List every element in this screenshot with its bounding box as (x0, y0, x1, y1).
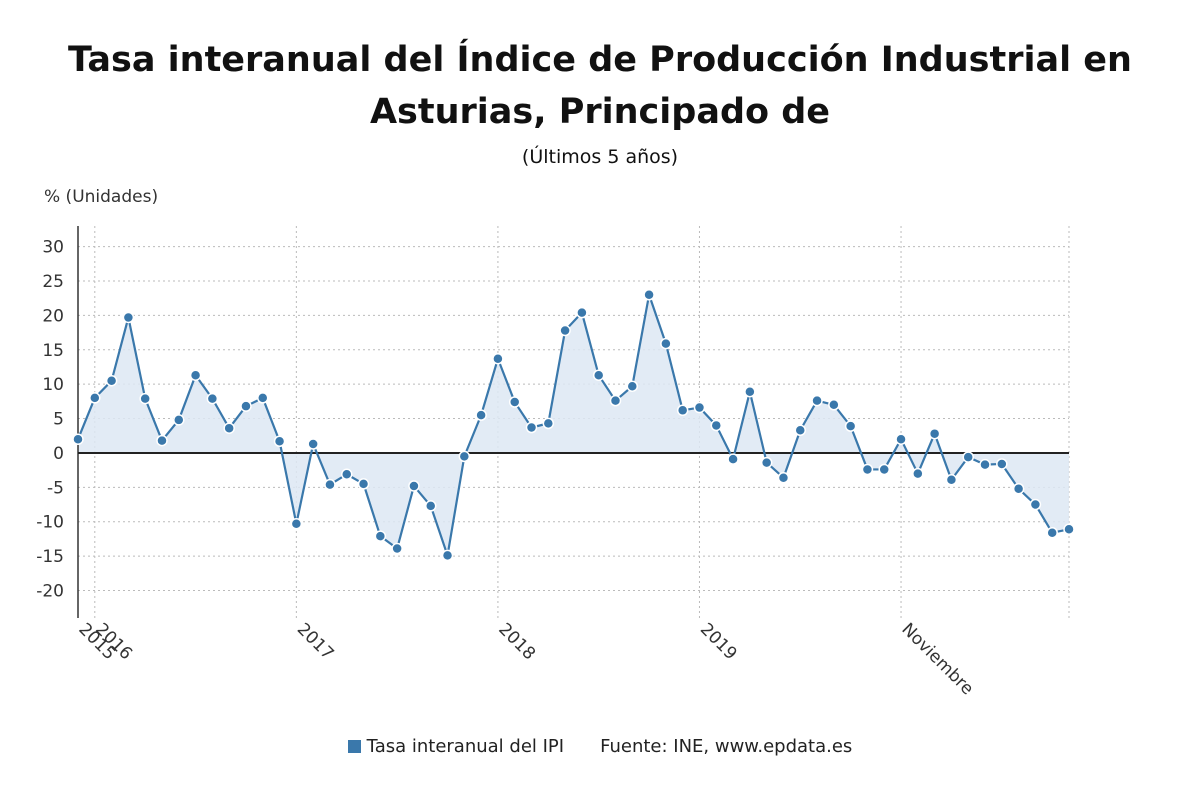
data-point (189, 369, 202, 381)
y-tick-label: 30 (42, 238, 64, 258)
data-point (357, 478, 370, 490)
data-point (273, 435, 286, 448)
data-point (424, 500, 437, 512)
x-tick-label: Noviembre (897, 619, 977, 699)
x-tick-label: 2018 (494, 619, 539, 664)
data-point (727, 453, 739, 465)
y-tick-label: 20 (42, 306, 64, 326)
data-point (508, 396, 521, 408)
chart-subtitle: (Últimos 5 años) (521, 146, 679, 168)
x-tick-label: 2019 (696, 619, 741, 664)
data-point (139, 392, 151, 405)
legend-series-label[interactable]: Tasa interanual del IPI (366, 736, 565, 757)
data-point (828, 399, 840, 411)
source-note: Fuente: INE, www.epdata.es (600, 736, 853, 757)
data-point (844, 420, 857, 432)
legend: Tasa interanual del IPI Fuente: INE, www.… (0, 736, 1200, 757)
data-point (156, 434, 168, 447)
data-point (72, 433, 84, 445)
data-point (257, 392, 269, 404)
data-point (710, 419, 723, 432)
y-tick-label: 10 (42, 375, 64, 395)
data-point (307, 438, 319, 450)
legend-swatch (347, 740, 361, 753)
y-tick-label: 5 (53, 410, 64, 430)
data-point (609, 394, 622, 407)
data-point (576, 306, 588, 319)
data-point (525, 421, 538, 434)
data-point (324, 478, 336, 491)
data-point (173, 414, 185, 426)
data-point (693, 401, 706, 414)
data-point (962, 451, 974, 463)
data-point (1029, 498, 1042, 511)
data-point (374, 530, 387, 542)
data-point (206, 392, 219, 405)
data-point (1012, 482, 1025, 495)
data-point (996, 458, 1008, 470)
data-point (542, 417, 555, 430)
y-tick-label: 0 (53, 444, 64, 464)
data-point (626, 380, 639, 392)
data-point (861, 463, 874, 476)
data-point (912, 467, 924, 480)
data-point (223, 422, 235, 434)
data-point (492, 352, 504, 365)
y-tick-label: 15 (42, 341, 64, 361)
x-tick-label: 2017 (293, 619, 338, 664)
data-point (408, 480, 420, 492)
y-tick-label: -20 (36, 581, 64, 601)
y-tick-label: -5 (47, 478, 64, 498)
data-point (660, 337, 672, 350)
data-point (945, 474, 958, 486)
data-point (794, 424, 807, 437)
data-point (340, 468, 353, 481)
data-point (1046, 526, 1058, 539)
data-point (559, 324, 571, 337)
data-point (475, 409, 487, 421)
data-point (122, 311, 135, 324)
data-point (592, 369, 605, 381)
data-point (811, 394, 823, 407)
data-point (676, 404, 689, 417)
data-point (391, 542, 403, 555)
data-point (240, 400, 252, 412)
data-point (441, 549, 454, 562)
data-point (760, 456, 773, 469)
chart-title: Tasa interanual del Índice de Producción… (68, 40, 1132, 132)
data-point (1063, 523, 1075, 536)
data-point (895, 433, 907, 445)
data-point (290, 518, 303, 530)
data-point (458, 450, 471, 463)
y-axis-label: % (Unidades) (44, 187, 159, 207)
data-point (744, 385, 756, 398)
data-point (928, 427, 941, 440)
data-point (105, 374, 118, 387)
y-tick-label: -15 (36, 547, 64, 567)
data-point (777, 471, 790, 484)
y-tick-label: -10 (36, 513, 64, 533)
data-point (89, 392, 101, 404)
data-point (643, 289, 655, 301)
data-point (878, 463, 890, 476)
y-tick-label: 25 (42, 272, 64, 292)
series-area (78, 294, 1069, 556)
data-point (979, 458, 991, 471)
